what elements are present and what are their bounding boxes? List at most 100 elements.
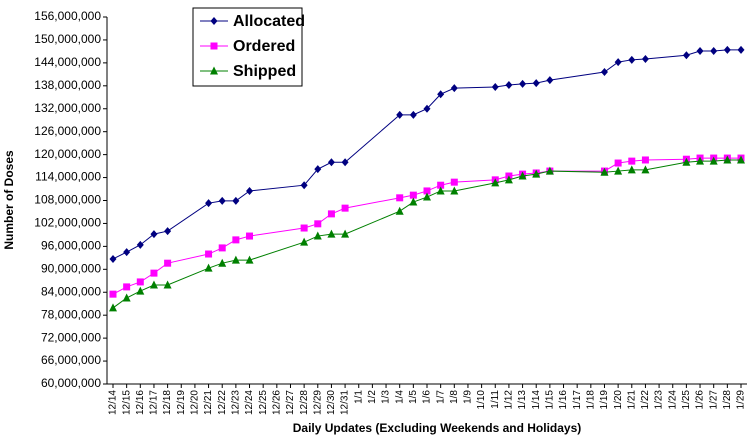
y-axis-title: Number of Doses (2, 150, 16, 250)
data-point (518, 171, 527, 180)
x-tick-label: 1/13 (517, 390, 528, 410)
x-tick-label: 12/14 (108, 390, 119, 415)
data-point (164, 259, 172, 267)
y-tick-label: 138,000,000 (34, 78, 101, 92)
y-tick-label: 120,000,000 (34, 147, 101, 161)
y-tick-label: 84,000,000 (41, 284, 101, 298)
x-tick-label: 1/24 (667, 390, 678, 410)
x-tick-label: 1/26 (695, 390, 706, 410)
data-point (150, 230, 158, 239)
x-tick-label: 1/11 (490, 390, 501, 409)
data-point (341, 204, 349, 212)
data-point (450, 84, 458, 93)
data-point (545, 166, 554, 175)
x-tick-label: 12/23 (231, 390, 242, 415)
data-point (246, 232, 254, 240)
data-point (710, 47, 718, 56)
data-point (641, 165, 650, 174)
data-point (423, 187, 431, 195)
data-point (682, 51, 690, 60)
x-tick-label: 1/25 (681, 390, 692, 410)
data-point (627, 165, 636, 174)
legend-label: Shipped (233, 63, 296, 80)
x-tick-label: 1/19 (599, 390, 610, 410)
legend-label: Allocated (233, 13, 305, 30)
x-tick-label: 12/22 (217, 390, 228, 415)
data-point (123, 248, 131, 257)
legend-label: Ordered (233, 38, 295, 55)
x-tick-label: 1/7 (435, 390, 446, 404)
x-tick-label: 12/21 (203, 390, 214, 415)
data-point (300, 181, 308, 190)
y-tick-label: 96,000,000 (41, 239, 101, 253)
data-point (136, 278, 144, 286)
data-point (409, 197, 418, 206)
data-point (149, 280, 158, 289)
data-point (396, 110, 404, 119)
data-point (723, 155, 732, 164)
x-tick-label: 1/21 (626, 390, 637, 410)
x-tick-label: 12/18 (162, 390, 173, 415)
x-tick-label: 1/22 (640, 390, 651, 410)
x-tick-label: 1/6 (422, 390, 433, 404)
data-point (300, 237, 309, 246)
x-tick-label: 1/12 (504, 390, 515, 410)
x-tick-label: 12/16 (135, 390, 146, 415)
data-point (600, 167, 609, 176)
data-point (122, 293, 131, 302)
data-point (696, 156, 705, 165)
x-tick-label: 12/30 (326, 390, 337, 415)
y-tick-label: 114,000,000 (35, 170, 101, 184)
x-axis-title: Daily Updates (Excluding Weekends and Ho… (293, 421, 582, 435)
y-tick-label: 60,000,000 (41, 376, 101, 390)
legend-marker (210, 17, 218, 25)
data-point (450, 186, 459, 195)
y-tick-label: 102,000,000 (34, 216, 101, 230)
y-tick-label: 126,000,000 (34, 124, 101, 138)
data-point (232, 196, 240, 205)
data-point (519, 79, 527, 88)
data-point (546, 76, 554, 85)
data-point (163, 280, 172, 289)
data-point (341, 229, 350, 238)
y-tick-label: 78,000,000 (41, 307, 101, 321)
data-point (300, 224, 308, 232)
data-point (737, 45, 745, 54)
y-tick-label: 90,000,000 (41, 261, 101, 275)
data-point (628, 55, 636, 64)
x-tick-label: 1/3 (381, 390, 392, 404)
data-point (218, 244, 226, 252)
x-tick-label: 1/8 (449, 390, 460, 404)
y-tick-label: 108,000,000 (34, 193, 101, 207)
x-tick-label: 1/29 (736, 390, 747, 410)
data-point (423, 192, 431, 201)
x-tick-label: 12/15 (121, 390, 132, 415)
x-tick-label: 12/24 (244, 390, 255, 415)
x-tick-label: 1/10 (476, 390, 487, 410)
x-tick-label: 1/18 (585, 390, 596, 410)
data-point (505, 81, 513, 90)
x-tick-label: 1/1 (353, 390, 364, 404)
data-point (395, 206, 404, 215)
data-point (614, 159, 622, 167)
data-point (532, 169, 541, 178)
data-point (123, 283, 131, 291)
data-point (136, 286, 145, 295)
data-point (532, 79, 540, 88)
y-tick-label: 156,000,000 (34, 9, 101, 23)
x-tick-label: 1/17 (572, 390, 583, 410)
data-point (164, 227, 172, 236)
legend-marker (210, 66, 218, 75)
data-point (450, 178, 458, 186)
data-point (313, 231, 322, 240)
x-tick-label: 12/20 (190, 390, 201, 415)
data-point (314, 220, 322, 228)
data-point (218, 258, 227, 267)
data-point (150, 269, 158, 277)
data-point (437, 181, 445, 189)
x-tick-label: 1/27 (708, 390, 719, 410)
data-point (327, 158, 335, 167)
x-tick-label: 1/28 (722, 390, 733, 410)
